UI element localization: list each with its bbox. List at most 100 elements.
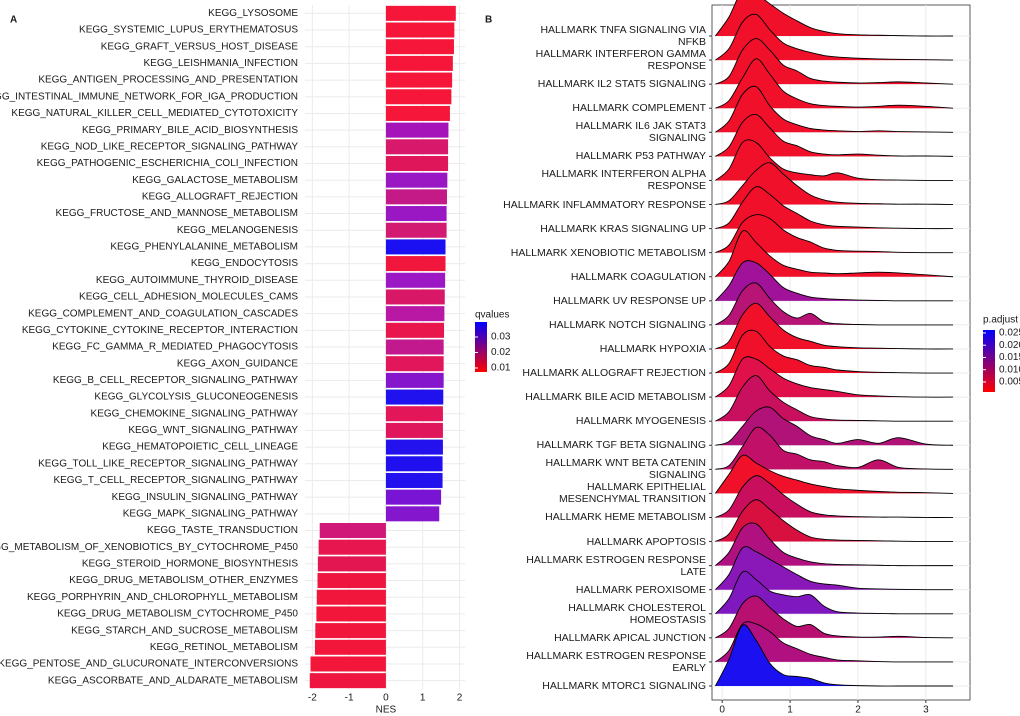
y-tick-label: HALLMARK APICAL JUNCTION xyxy=(554,631,706,644)
y-tick-label: KEGG_CYTOKINE_CYTOKINE_RECEPTOR_INTERACT… xyxy=(22,325,298,336)
ridge-line xyxy=(715,522,954,567)
x-tick-label: 3 xyxy=(923,705,929,716)
ridge-line xyxy=(715,13,954,61)
colorbar-label: 0.025 xyxy=(999,328,1020,339)
x-tick-label: 0 xyxy=(719,705,725,716)
x-axis-title: NES xyxy=(376,705,397,716)
ridge-line xyxy=(715,58,954,109)
y-tick-label: HALLMARK TNFA SIGNALING VIA NFKB xyxy=(540,24,706,48)
bar xyxy=(385,456,443,472)
x-tick-label: 1 xyxy=(787,705,793,716)
bar xyxy=(319,523,386,539)
y-tick-label: KEGG_WNT_SIGNALING_PATHWAY xyxy=(128,425,298,436)
y-tick-label: KEGG_ENDOCYTOSIS xyxy=(191,258,298,269)
bar xyxy=(316,606,386,622)
y-tick-label: KEGG_T_CELL_RECEPTOR_SIGNALING_PATHWAY xyxy=(53,475,298,486)
ridge-area xyxy=(715,546,954,590)
ridge-line xyxy=(715,375,954,422)
ridge-line xyxy=(715,0,954,37)
bar xyxy=(385,172,448,188)
bar xyxy=(385,322,445,338)
bar xyxy=(385,155,449,171)
y-tick-label: HALLMARK IL6 JAK STAT3 SIGNALING xyxy=(575,120,706,145)
y-tick-label: HALLMARK HEME METABOLISM xyxy=(545,511,706,524)
bar xyxy=(317,573,386,589)
y-tick-label: KEGG_TOLL_LIKE_RECEPTOR_SIGNALING_PATHWA… xyxy=(38,458,298,469)
ridge-line xyxy=(715,186,954,230)
ridge-area xyxy=(715,330,954,374)
y-tick-label: KEGG_GRAFT_VERSUS_HOST_DISEASE xyxy=(101,41,299,52)
y-tick-label: KEGG_TASTE_TRANSDUCTION xyxy=(147,525,298,536)
ridge-line xyxy=(715,230,954,278)
y-tick-label: KEGG_AUTOIMMUNE_THYROID_DISEASE xyxy=(96,275,298,286)
y-tick-label: HALLMARK ALLOGRAFT REJECTION xyxy=(522,367,706,380)
y-tick-label: KEGG_STARCH_AND_SUCROSE_METABOLISM xyxy=(71,625,298,636)
ridge-line xyxy=(715,329,954,374)
y-tick-label: HALLMARK INTERFERON GAMMA RESPONSE xyxy=(535,48,706,73)
bar xyxy=(314,639,386,655)
bar xyxy=(317,556,386,572)
bar xyxy=(385,422,443,438)
y-tick-label: HALLMARK INTERFERON ALPHA RESPONSE xyxy=(541,168,706,193)
ridge-area xyxy=(715,375,954,422)
y-tick-label: KEGG_RETINOL_METABOLISM xyxy=(150,642,298,653)
x-tick-label: 1 xyxy=(420,693,426,704)
y-tick-label: KEGG_METABOLISM_OF_XENOBIOTICS_BY_CYTOCH… xyxy=(0,542,298,553)
bar xyxy=(385,72,453,88)
ridge-area xyxy=(715,114,954,157)
bar xyxy=(309,673,386,689)
x-tick-label: -1 xyxy=(345,693,354,704)
ridge-area xyxy=(715,282,954,325)
y-tick-label: KEGG_CELL_ADHESION_MOLECULES_CAMS xyxy=(79,292,298,303)
ridge-line xyxy=(715,426,954,470)
y-tick-label: KEGG_PHENYLALANINE_METABOLISM xyxy=(110,242,298,253)
bar xyxy=(385,406,443,422)
bar xyxy=(385,472,443,488)
y-tick-label: KEGG_GALACTOSE_METABOLISM xyxy=(132,175,298,186)
ridge-area xyxy=(715,427,954,470)
ridge-line xyxy=(715,214,954,254)
y-tick-label: KEGG_FC_GAMMA_R_MEDIATED_PHAGOCYTOSIS xyxy=(52,342,298,353)
y-tick-label: KEGG_DRUG_METABOLISM_OTHER_ENZYMES xyxy=(69,575,298,586)
bar xyxy=(318,539,386,555)
ridge-area xyxy=(715,595,954,638)
x-tick-label: 0 xyxy=(383,693,389,704)
bar xyxy=(385,39,454,55)
ridge-area xyxy=(715,522,954,566)
y-tick-label: HALLMARK XENOBIOTIC METABOLISM xyxy=(510,246,706,259)
panel-label: A xyxy=(10,15,17,26)
y-tick-label: KEGG_SYSTEMIC_LUPUS_ERYTHEMATOSUS xyxy=(79,25,298,36)
bar xyxy=(385,389,444,405)
bar xyxy=(385,5,456,21)
bar xyxy=(385,256,446,272)
ridge-area xyxy=(715,406,954,446)
y-tick-label: KEGG_PRIMARY_BILE_ACID_BIOSYNTHESIS xyxy=(82,125,298,136)
y-tick-label: KEGG_PENTOSE_AND_GLUCURONATE_INTERCONVER… xyxy=(0,659,298,670)
colorbar-label: 0.03 xyxy=(491,332,511,343)
ridge-area xyxy=(715,38,954,85)
ridge-area xyxy=(715,260,954,301)
colorbar-label: 0.01 xyxy=(491,363,511,374)
ridge-area xyxy=(715,0,954,37)
y-tick-label: KEGG_ANTIGEN_PROCESSING_AND_PRESENTATION xyxy=(38,75,298,86)
ridge-area xyxy=(715,14,954,61)
bar xyxy=(385,439,443,455)
legend-title: p.adjust xyxy=(983,315,1018,326)
y-tick-label: HALLMARK INFLAMMATORY RESPONSE xyxy=(503,198,706,211)
y-tick-label: HALLMARK TGF BETA SIGNALING xyxy=(536,439,706,452)
y-tick-label: HALLMARK COMPLEMENT xyxy=(572,102,706,115)
y-tick-label: KEGG_NOD_LIKE_RECEPTOR_SIGNALING_PATHWAY xyxy=(41,141,299,152)
y-tick-label: KEGG_GLYCOLYSIS_GLUCONEOGENESIS xyxy=(94,392,298,403)
bar xyxy=(385,339,444,355)
ridge-line xyxy=(715,260,954,302)
colorbar-label: 0.015 xyxy=(999,352,1020,363)
ridge-line xyxy=(715,38,954,85)
y-tick-label: HALLMARK ESTROGEN RESPONSE LATE xyxy=(526,553,706,578)
y-tick-label: KEGG_HEMATOPOIETIC_CELL_LINEAGE xyxy=(102,442,298,453)
y-tick-label: KEGG_PORPHYRIN_AND_CHLOROPHYLL_METABOLIS… xyxy=(27,592,298,603)
ridge-area xyxy=(715,499,954,542)
bar xyxy=(385,372,444,388)
ridge-line xyxy=(715,570,954,615)
ridge-area xyxy=(715,624,954,687)
bar xyxy=(385,55,453,71)
